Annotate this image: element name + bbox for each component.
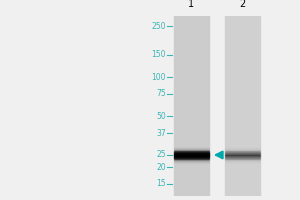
Text: 1: 1 — [188, 0, 194, 9]
Bar — [224, 157, 260, 158]
Bar — [174, 153, 209, 154]
Bar — [174, 155, 209, 156]
Bar — [224, 147, 260, 148]
Text: 2: 2 — [239, 0, 245, 9]
Bar — [174, 156, 209, 157]
Bar — [224, 156, 260, 157]
Bar — [224, 151, 260, 152]
Text: 50: 50 — [156, 112, 166, 121]
Bar — [174, 151, 209, 152]
Bar — [224, 160, 260, 161]
Text: 150: 150 — [152, 50, 166, 59]
Text: 100: 100 — [152, 73, 166, 82]
Bar — [174, 162, 209, 163]
Bar — [174, 161, 209, 162]
Bar — [174, 149, 209, 150]
Text: 37: 37 — [156, 129, 166, 138]
Bar — [224, 153, 260, 154]
Bar — [174, 157, 209, 158]
Text: 25: 25 — [156, 150, 166, 159]
Text: 75: 75 — [156, 89, 166, 98]
Text: 15: 15 — [156, 179, 166, 188]
Bar — [224, 16, 260, 196]
Text: 20: 20 — [156, 163, 166, 172]
Bar — [224, 158, 260, 159]
Bar — [174, 16, 209, 196]
Text: 250: 250 — [152, 22, 166, 31]
Bar — [174, 154, 209, 155]
Bar — [224, 155, 260, 156]
Bar — [174, 160, 209, 161]
Bar — [174, 152, 209, 153]
Bar — [224, 161, 260, 162]
Bar — [174, 148, 209, 149]
Bar — [224, 159, 260, 160]
Bar — [224, 149, 260, 150]
Bar — [224, 148, 260, 149]
Bar — [174, 158, 209, 159]
Bar — [174, 150, 209, 151]
Bar — [224, 152, 260, 153]
Bar — [224, 150, 260, 151]
Bar — [224, 162, 260, 163]
Bar — [224, 154, 260, 155]
Bar — [174, 159, 209, 160]
Bar — [174, 147, 209, 148]
